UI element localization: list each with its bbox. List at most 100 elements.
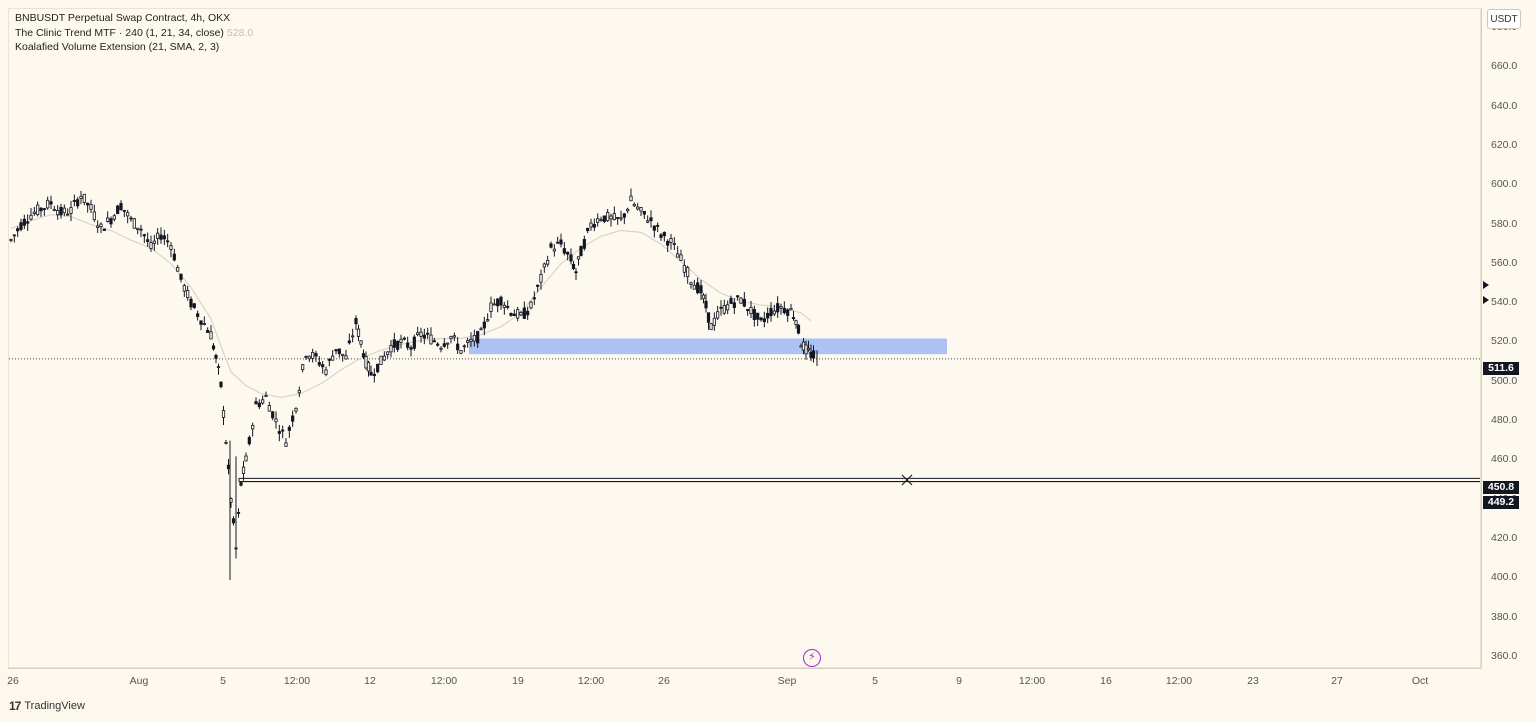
candle-down bbox=[436, 343, 440, 346]
candle-up bbox=[469, 339, 473, 342]
candle-up bbox=[112, 215, 116, 220]
arrow-right-icon[interactable] bbox=[1483, 281, 1489, 289]
candle-down bbox=[422, 334, 426, 339]
arrow-right-icon[interactable] bbox=[1483, 296, 1489, 304]
candle-up bbox=[9, 239, 13, 241]
candle-up bbox=[351, 335, 355, 338]
candle-up bbox=[221, 410, 226, 418]
price-tick-label: 580.0 bbox=[1491, 217, 1518, 230]
candle-up bbox=[779, 306, 783, 309]
candle-down bbox=[746, 309, 750, 311]
candle-down bbox=[656, 224, 660, 227]
candle-up bbox=[224, 441, 228, 444]
candle-up bbox=[386, 351, 390, 355]
candle-down bbox=[281, 429, 285, 432]
candle-down bbox=[536, 284, 540, 287]
candle-up bbox=[576, 256, 581, 260]
candle-down bbox=[742, 298, 746, 307]
candle-down bbox=[72, 200, 76, 202]
candle-up bbox=[619, 217, 623, 220]
candle-down bbox=[506, 305, 510, 308]
lightning-alert-icon[interactable]: ⚡ bbox=[803, 649, 821, 667]
candle-down bbox=[526, 310, 530, 316]
price-chart[interactable] bbox=[9, 9, 1481, 668]
candle-up bbox=[546, 259, 550, 265]
candle-down bbox=[662, 232, 666, 237]
tradingview-logo-icon: 17 bbox=[9, 699, 21, 713]
candle-up bbox=[251, 424, 255, 430]
legend-indicator-trend[interactable]: The Clinic Trend MTF · 240 (1, 21, 34, c… bbox=[15, 26, 253, 41]
candle-up bbox=[669, 238, 673, 243]
candle-down bbox=[659, 234, 663, 238]
candle-down bbox=[372, 373, 376, 377]
legend-indicator-volume[interactable]: Koalafied Volume Extension (21, SMA, 2, … bbox=[15, 41, 220, 53]
candle-down bbox=[146, 239, 150, 242]
time-tick-label: 16 bbox=[1100, 675, 1112, 687]
candle-up bbox=[599, 219, 603, 222]
price-axis[interactable]: 680.0660.0640.0620.0600.0580.0560.0540.0… bbox=[1481, 8, 1528, 668]
candle-up bbox=[261, 399, 265, 404]
candle-up bbox=[389, 345, 393, 353]
candle-down bbox=[254, 401, 258, 405]
candle-up bbox=[799, 345, 803, 348]
currency-button[interactable]: USDT bbox=[1487, 9, 1521, 29]
candle-up bbox=[82, 193, 86, 203]
candle-up bbox=[682, 265, 686, 273]
time-tick-label: 27 bbox=[1331, 675, 1343, 687]
candle-up bbox=[209, 331, 213, 340]
time-tick-label: 12:00 bbox=[283, 675, 311, 687]
candle-up bbox=[712, 317, 716, 326]
candle-up bbox=[472, 334, 476, 342]
candle-down bbox=[809, 352, 813, 358]
candle-down bbox=[566, 251, 570, 255]
candle-up bbox=[452, 335, 456, 338]
candle-up bbox=[789, 308, 793, 311]
candle-up bbox=[99, 223, 103, 227]
candle-up bbox=[459, 350, 463, 354]
candle-down bbox=[236, 512, 241, 514]
time-tick-label: 26 bbox=[7, 675, 19, 687]
candle-down bbox=[571, 263, 576, 270]
candle-down bbox=[796, 324, 801, 334]
legend-symbol[interactable]: BNBUSDT Perpetual Swap Contract, 4h, OKX bbox=[15, 12, 231, 24]
candle-up bbox=[529, 301, 533, 309]
candle-down bbox=[602, 215, 606, 222]
candle-down bbox=[192, 303, 196, 308]
candle-up bbox=[297, 390, 301, 394]
price-tick-label: 520.0 bbox=[1491, 335, 1518, 348]
candle-down bbox=[622, 213, 626, 218]
candle-up bbox=[106, 217, 110, 222]
candle-up bbox=[382, 355, 386, 361]
candle-up bbox=[62, 207, 66, 214]
candle-down bbox=[66, 213, 70, 216]
candle-up bbox=[156, 232, 160, 239]
candle-down bbox=[729, 298, 733, 304]
candle-up bbox=[264, 395, 268, 397]
tradingview-brand[interactable]: 17 TradingView bbox=[9, 699, 85, 713]
candle-down bbox=[562, 248, 566, 254]
candle-up bbox=[722, 305, 726, 314]
candle-up bbox=[626, 208, 630, 212]
candle-up bbox=[739, 297, 743, 304]
candle-up bbox=[416, 332, 420, 335]
candle-up bbox=[429, 334, 433, 345]
candle-down bbox=[649, 217, 653, 222]
line-lower-badge: 449.2 bbox=[1483, 496, 1519, 509]
candle-up bbox=[136, 227, 140, 230]
chart-pane[interactable] bbox=[8, 8, 1481, 668]
candle-up bbox=[479, 328, 483, 331]
candle-up bbox=[216, 366, 221, 368]
candle-down bbox=[426, 332, 430, 335]
candle-up bbox=[676, 253, 680, 258]
candle-down bbox=[456, 343, 460, 351]
candle-up bbox=[679, 254, 683, 261]
candle-down bbox=[277, 431, 281, 434]
candle-down bbox=[334, 349, 338, 352]
candle-down bbox=[509, 313, 513, 316]
candle-up bbox=[726, 304, 730, 311]
legend-indicator-trend-label: The Clinic Trend MTF · 240 (1, 21, 34, c… bbox=[15, 26, 224, 39]
time-axis[interactable]: 26 Aug 5 12:00 12 12:00 19 12:00 26 Sep 5 9 12:00 16 1… bbox=[7, 668, 1481, 693]
candle-down bbox=[512, 313, 516, 317]
candle-down bbox=[179, 273, 183, 280]
candle-up bbox=[364, 356, 368, 369]
